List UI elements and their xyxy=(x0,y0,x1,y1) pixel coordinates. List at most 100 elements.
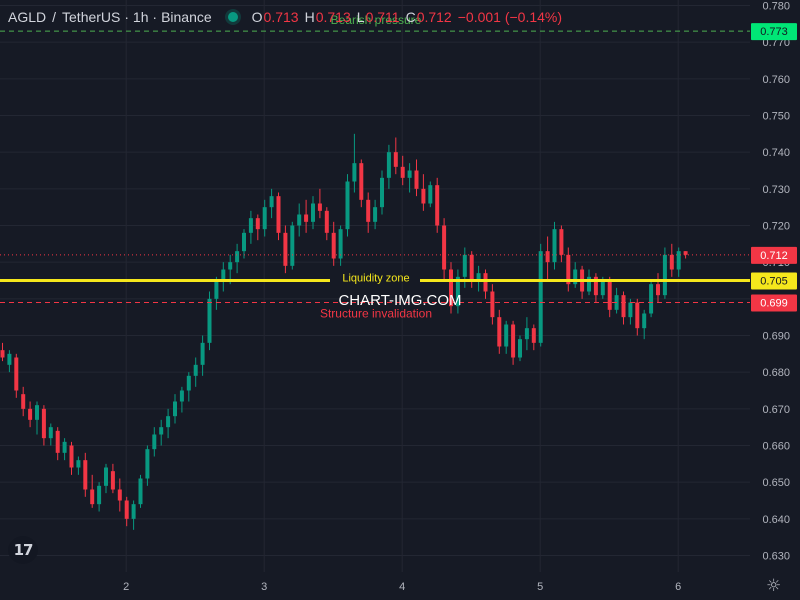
candle-body xyxy=(421,188,426,204)
candle-body xyxy=(159,427,164,435)
liquidity-zone-price-tag: 0.705 xyxy=(760,276,788,288)
candle-body xyxy=(455,276,460,307)
candle-body xyxy=(173,401,177,417)
exchange-name: Binance xyxy=(161,9,212,25)
symbol-name[interactable]: AGLD xyxy=(8,9,47,25)
candle-body xyxy=(324,210,329,233)
candle-body xyxy=(380,177,384,208)
candle-body xyxy=(228,262,233,270)
candle-body xyxy=(110,471,115,490)
time-tick-label: 5 xyxy=(537,581,543,593)
candle-body xyxy=(276,196,281,233)
price-tick-label: 0.650 xyxy=(762,477,790,489)
grid xyxy=(0,0,750,572)
candle-body xyxy=(676,251,681,270)
candle-body xyxy=(221,269,226,281)
candle-body xyxy=(366,199,371,222)
candle-body xyxy=(435,185,440,226)
candle-body xyxy=(490,291,495,318)
candle-body xyxy=(41,408,46,439)
time-tick-label: 4 xyxy=(399,581,405,593)
candle-body xyxy=(331,232,336,259)
candle-body xyxy=(635,302,640,329)
candle-body xyxy=(573,269,578,285)
candle-body xyxy=(683,251,688,255)
candle-body xyxy=(207,298,212,343)
candle-body xyxy=(21,394,26,409)
tradingview-logo-icon[interactable]: 17 xyxy=(8,536,38,564)
quote-name: TetherUS xyxy=(62,9,121,25)
status-dot-icon xyxy=(227,12,238,22)
candle-body xyxy=(600,280,605,296)
interval-label[interactable]: · 1h · xyxy=(124,9,158,25)
liquidity-zone-price-tag-bg xyxy=(751,272,797,290)
candle-body xyxy=(117,489,122,501)
candle-body xyxy=(662,254,667,296)
change-value: −0.001 (−0.14%) xyxy=(457,9,563,25)
price-tick-label: 0.780 xyxy=(762,1,790,13)
candle-body xyxy=(587,276,591,292)
candle-body xyxy=(76,460,81,468)
time-tick-label: 3 xyxy=(261,581,267,593)
price-tick-label: 0.690 xyxy=(762,331,790,343)
candle-body xyxy=(407,170,412,178)
last-price-tag-bg xyxy=(751,246,797,264)
candle-body xyxy=(545,251,550,263)
price-tick-label: 0.740 xyxy=(762,147,790,159)
candle-body xyxy=(414,170,419,189)
candle-body xyxy=(290,225,295,266)
candle-body xyxy=(483,273,488,292)
candle-body xyxy=(97,485,102,505)
bearish-pressure-price-tag-bg xyxy=(751,23,797,41)
structure-invalidation-price-tag-bg xyxy=(751,294,797,312)
price-tick-label: 0.660 xyxy=(762,441,790,453)
candle-body xyxy=(462,254,467,277)
candle-body xyxy=(559,229,564,255)
high-label: H xyxy=(304,9,315,25)
candle-body xyxy=(152,434,157,450)
candle-body xyxy=(138,478,143,505)
candle-body xyxy=(28,408,33,420)
level-lines: Bearish pressure Liquidity zone Structure … xyxy=(0,13,750,321)
price-tick-label: 0.640 xyxy=(762,514,790,526)
candle-body xyxy=(166,416,171,428)
close-label: C xyxy=(405,9,416,25)
structure-invalidation-label: Structure invalidation xyxy=(320,307,432,321)
candle-body xyxy=(621,295,626,318)
candle-body xyxy=(531,328,536,343)
candle-body xyxy=(69,445,74,468)
candle-body xyxy=(373,207,378,222)
candle-body xyxy=(352,163,357,182)
price-tick-label: 0.680 xyxy=(762,367,790,379)
candle-body xyxy=(497,317,502,347)
candle-body xyxy=(338,229,343,259)
candle-body xyxy=(476,273,481,281)
candle-body xyxy=(656,284,660,296)
candle-body xyxy=(642,313,647,329)
candle-body xyxy=(511,324,516,358)
gear-icon[interactable]: ☼ xyxy=(766,576,782,596)
bearish-pressure-price-tag: 0.773 xyxy=(760,26,788,38)
candle-body xyxy=(359,163,364,200)
candle-body xyxy=(214,280,219,299)
candle-body xyxy=(518,339,522,358)
candle-body xyxy=(428,185,433,204)
candle-body xyxy=(262,207,267,230)
candle-body xyxy=(179,390,184,402)
candles xyxy=(0,133,688,530)
high-value: 0.713 xyxy=(315,9,351,25)
candle-body xyxy=(317,203,322,211)
candle-body xyxy=(449,269,453,307)
time-tick-label: 6 xyxy=(675,581,681,593)
candle-body xyxy=(200,342,205,365)
price-tags: 0.773 0.712 0.705 0.699 xyxy=(751,23,797,312)
candle-body xyxy=(193,364,198,376)
last-price-tag: 0.712 xyxy=(760,250,788,262)
candle-body xyxy=(90,489,95,505)
price-tick-label: 0.730 xyxy=(762,184,790,196)
close-value: 0.712 xyxy=(416,9,452,25)
candle-body xyxy=(131,504,136,519)
candle-body xyxy=(83,460,88,490)
